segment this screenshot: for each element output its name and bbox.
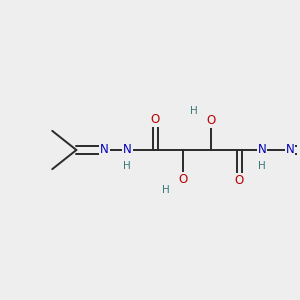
Text: O: O (151, 112, 160, 126)
Text: H: H (162, 185, 170, 195)
Text: N: N (258, 143, 266, 157)
Text: H: H (258, 161, 266, 171)
Text: H: H (190, 106, 197, 116)
Text: O: O (207, 114, 216, 127)
Text: N: N (100, 143, 109, 157)
Text: H: H (123, 161, 131, 171)
Text: N: N (286, 143, 295, 157)
Text: N: N (123, 143, 132, 157)
Text: O: O (178, 173, 188, 186)
Text: O: O (235, 174, 244, 188)
